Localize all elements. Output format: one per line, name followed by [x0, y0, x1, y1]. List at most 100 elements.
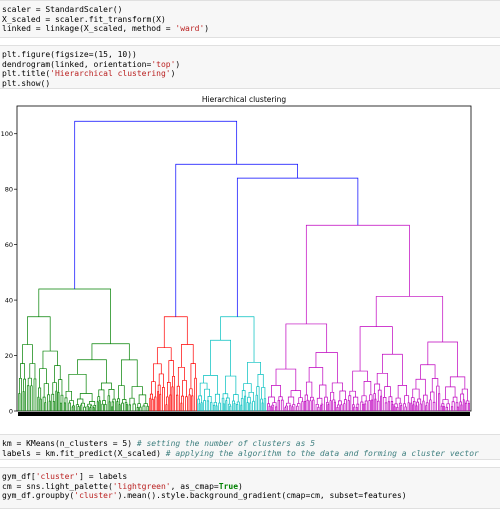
dendrogram-link — [400, 405, 403, 411]
dendrogram-link — [121, 402, 124, 411]
dendrogram-link — [465, 402, 468, 411]
code-cell-dendrogram[interactable]: plt.figure(figsize=(15, 10)) dendrogram(l… — [0, 45, 500, 89]
dendrogram-link — [330, 391, 335, 401]
dendrogram-link — [157, 391, 159, 411]
dendrogram-link — [118, 404, 121, 411]
dendrogram-link — [249, 402, 252, 411]
dendrogram-link — [86, 405, 89, 411]
dendrogram-link — [257, 374, 264, 388]
dendrogram-link — [185, 396, 188, 411]
dendrogram-link — [102, 400, 106, 405]
dendrogram-link — [215, 405, 218, 411]
code-cell-scaler[interactable]: scaler = StandardScaler() X_scaled = scal… — [0, 0, 500, 38]
dendrogram-link — [415, 378, 426, 396]
dendrogram-link — [210, 402, 213, 411]
dendrogram-link — [68, 373, 87, 394]
dendrogram-link — [236, 403, 239, 411]
code-cell-groupby[interactable]: gym_df['cluster'] = labels cm = sns.light… — [0, 467, 500, 509]
dendrogram-link — [163, 316, 188, 348]
dendrogram-link — [387, 401, 391, 411]
dendrogram-link — [425, 405, 428, 411]
dendrogram-link — [438, 393, 441, 411]
code-token: # setting the number of clusters as 5 — [136, 439, 316, 448]
dendrogram-link — [39, 398, 42, 411]
code-line: linked = linkage(X_scaled, method = 'war… — [0, 24, 500, 34]
code-token: , as_cmap= — [170, 481, 219, 491]
dendrogram-link — [222, 403, 225, 411]
dendrogram-link — [79, 393, 93, 402]
dendrogram-link — [33, 378, 37, 411]
dendrogram-link — [442, 399, 449, 404]
dendrogram-link — [154, 396, 157, 411]
dendrogram-link — [461, 388, 468, 401]
dendrogram-link — [261, 387, 266, 400]
dendrogram-link — [92, 407, 95, 411]
code-line: plt.figure(figsize=(15, 10)) — [0, 50, 500, 60]
dendrogram-link — [285, 323, 328, 370]
dendrogram-link — [116, 401, 119, 411]
dendrogram-link — [236, 177, 359, 317]
dendrogram-link — [384, 402, 388, 411]
dendrogram-link — [270, 406, 273, 411]
dendrogram-link — [441, 403, 445, 407]
dendrogram-link — [432, 401, 436, 411]
code-line: cm = sns.light_palette('lightgreen', as_… — [0, 482, 500, 492]
code-line: X_scaled = scaler.fit_transform(X) — [0, 15, 500, 25]
dendrogram-link — [91, 343, 130, 360]
dendrogram-link — [146, 405, 149, 411]
dendrogram-link — [364, 403, 367, 411]
dendrogram-link — [176, 385, 180, 411]
dendrogram-link — [382, 397, 387, 411]
y-tick-label: 80 — [5, 185, 13, 193]
code-token: gym_df.groupby( — [2, 491, 75, 501]
dendrogram-link — [296, 405, 299, 411]
code-token: 'ward' — [175, 24, 205, 34]
dendrogram-link — [402, 403, 406, 411]
dendrogram-link — [180, 402, 183, 411]
dendrogram-link — [297, 403, 301, 411]
dendrogram-link — [236, 401, 240, 411]
dendrogram-link — [343, 403, 346, 411]
code-token: ).mean().style.background_gradient(cmap=… — [117, 491, 407, 501]
dendrogram-link — [29, 363, 36, 379]
dendrogram-link — [304, 401, 306, 411]
dendrogram-link — [344, 399, 347, 411]
dendrogram-link — [203, 400, 206, 411]
dendrogram-link — [30, 385, 33, 411]
dendrogram-link — [329, 400, 332, 411]
dendrogram-link — [355, 406, 358, 411]
code-token: gym_df[ — [2, 472, 36, 481]
dendrogram-link — [338, 400, 342, 405]
dendrogram-link — [191, 395, 194, 411]
dendrogram-link — [252, 400, 255, 411]
dendrogram-link — [18, 393, 21, 411]
code-token: ) — [238, 481, 243, 491]
dendrogram-link — [68, 402, 71, 411]
code-line: plt.show() — [0, 79, 500, 89]
plot-frame — [16, 105, 472, 412]
dendrogram-link — [194, 377, 197, 411]
dendrogram-link — [126, 404, 128, 411]
dendrogram-link — [301, 401, 304, 411]
dendrogram-link — [384, 386, 391, 398]
dendrogram-link — [188, 394, 191, 411]
dendrogram-link — [422, 400, 425, 411]
code-line: plt.title('Hierarchical clustering') — [0, 69, 500, 79]
dendrogram-link — [112, 398, 116, 411]
dendrogram-link — [22, 391, 25, 411]
x-tick-marks — [18, 412, 470, 416]
code-line: dendrogram(linked, orientation='top') — [0, 60, 500, 70]
dendrogram-link — [225, 400, 228, 411]
dendrogram-link — [363, 381, 372, 396]
dendrogram-link — [182, 380, 187, 397]
code-line: gym_df.groupby('cluster').mean().style.b… — [0, 491, 500, 501]
dendrogram-link — [111, 406, 113, 411]
dendrogram-link — [131, 386, 143, 399]
dendrogram-link — [309, 400, 312, 411]
dendrogram-link — [460, 404, 463, 411]
dendrogram-link — [429, 399, 432, 411]
dendrogram-link — [151, 381, 156, 398]
dendrogram-link — [371, 399, 373, 411]
code-cell-kmeans[interactable]: km = KMeans(n_clusters = 5) # setting th… — [0, 434, 500, 460]
code-token: plt.show() — [2, 78, 51, 88]
